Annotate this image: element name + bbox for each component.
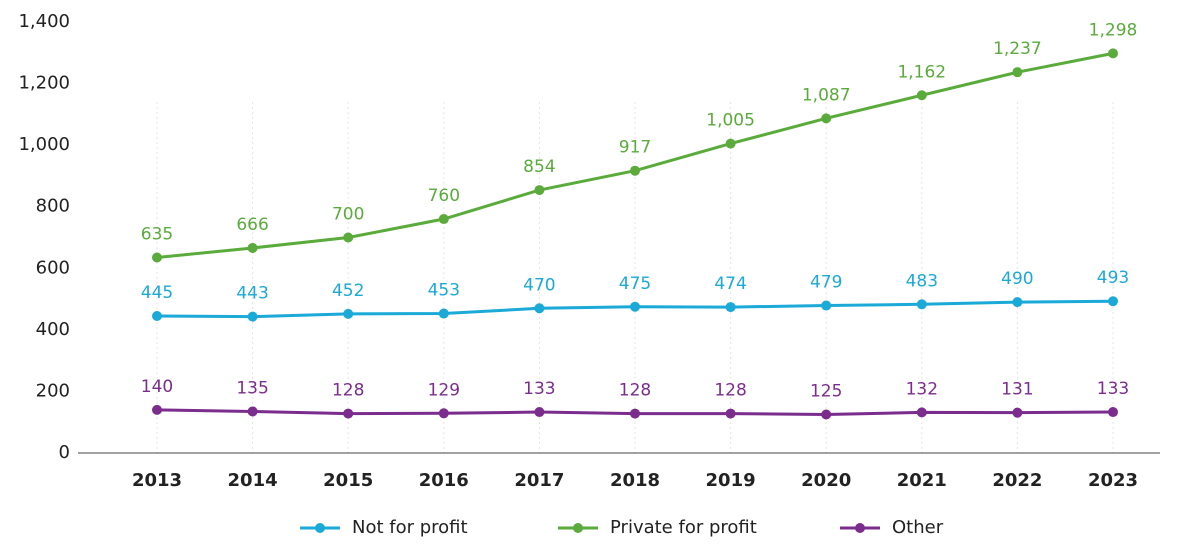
- legend-marker: [855, 523, 865, 533]
- data-point: [725, 138, 736, 149]
- legend-label: Private for profit: [610, 517, 757, 538]
- data-point: [916, 407, 927, 418]
- y-tick-label: 1,200: [18, 73, 70, 94]
- data-point: [343, 232, 354, 243]
- data-point: [534, 303, 545, 314]
- data-point: [1108, 48, 1118, 59]
- data-label: 475: [619, 274, 651, 294]
- x-tick-label: 2015: [323, 470, 373, 491]
- data-label: 128: [619, 381, 651, 401]
- x-tick-label: 2016: [419, 470, 469, 491]
- data-label: 470: [523, 275, 555, 295]
- data-point: [630, 301, 640, 312]
- legend-label: Not for profit: [352, 517, 468, 538]
- x-tick-label: 2021: [897, 470, 947, 491]
- data-label: 1,162: [897, 62, 946, 82]
- data-point: [534, 407, 545, 418]
- data-point: [1012, 297, 1023, 308]
- data-label: 479: [810, 273, 842, 293]
- data-label: 445: [141, 283, 173, 303]
- y-tick-label: 600: [36, 257, 70, 278]
- data-label: 133: [1097, 379, 1129, 399]
- data-label: 474: [714, 274, 746, 294]
- x-tick-label: 2022: [992, 470, 1042, 491]
- data-point: [343, 408, 354, 419]
- y-tick-label: 0: [59, 442, 70, 463]
- data-label: 129: [428, 380, 460, 400]
- data-point: [916, 90, 927, 101]
- data-label: 700: [332, 205, 364, 225]
- data-label: 125: [810, 382, 842, 402]
- y-tick-label: 1,000: [18, 134, 70, 155]
- data-label: 1,087: [802, 85, 851, 105]
- data-point: [152, 311, 162, 322]
- data-point: [343, 308, 354, 319]
- y-tick-label: 800: [36, 196, 70, 217]
- data-point: [438, 214, 449, 225]
- data-label: 131: [1001, 380, 1033, 400]
- data-point: [725, 302, 736, 313]
- data-point: [1012, 67, 1023, 78]
- data-point: [1012, 407, 1023, 418]
- x-tick-label: 2019: [706, 470, 756, 491]
- data-point: [534, 185, 545, 196]
- y-tick-label: 400: [36, 319, 70, 340]
- data-point: [247, 242, 258, 253]
- data-point: [438, 308, 449, 319]
- data-point: [821, 300, 832, 311]
- data-label: 760: [428, 186, 460, 206]
- y-tick-label: 1,400: [18, 11, 70, 32]
- data-label: 452: [332, 281, 364, 301]
- data-label: 490: [1001, 269, 1033, 289]
- data-label: 128: [332, 381, 364, 401]
- data-point: [725, 408, 736, 419]
- data-point: [438, 408, 449, 419]
- data-point: [821, 409, 832, 420]
- x-tick-label: 2017: [514, 470, 564, 491]
- data-point: [630, 408, 640, 419]
- data-point: [247, 311, 258, 322]
- data-point: [247, 406, 258, 417]
- data-point: [152, 404, 162, 415]
- data-label: 140: [141, 377, 173, 397]
- data-point: [821, 113, 832, 124]
- data-point: [1108, 296, 1118, 307]
- legend-marker: [573, 523, 583, 533]
- data-point: [1108, 407, 1118, 418]
- data-label: 1,237: [993, 39, 1042, 59]
- x-tick-label: 2013: [132, 470, 182, 491]
- legend-label: Other: [892, 517, 944, 538]
- data-label: 132: [906, 379, 938, 399]
- data-label: 443: [236, 284, 268, 304]
- x-tick-label: 2023: [1088, 470, 1138, 491]
- data-label: 128: [714, 381, 746, 401]
- data-label: 135: [236, 378, 268, 398]
- data-point: [152, 252, 162, 263]
- data-label: 1,298: [1089, 20, 1138, 40]
- data-label: 133: [523, 379, 555, 399]
- y-tick-label: 200: [36, 380, 70, 401]
- data-label: 917: [619, 138, 651, 158]
- data-label: 1,005: [706, 111, 755, 131]
- data-label: 666: [236, 215, 268, 235]
- legend-marker: [315, 523, 325, 533]
- data-label: 453: [428, 281, 460, 301]
- x-tick-label: 2020: [801, 470, 851, 491]
- data-label: 493: [1097, 268, 1129, 288]
- data-point: [916, 299, 927, 310]
- data-label: 635: [141, 225, 173, 245]
- x-tick-label: 2018: [610, 470, 660, 491]
- data-point: [630, 165, 640, 176]
- data-label: 854: [523, 157, 555, 177]
- data-label: 483: [906, 271, 938, 291]
- x-tick-label: 2014: [228, 470, 278, 491]
